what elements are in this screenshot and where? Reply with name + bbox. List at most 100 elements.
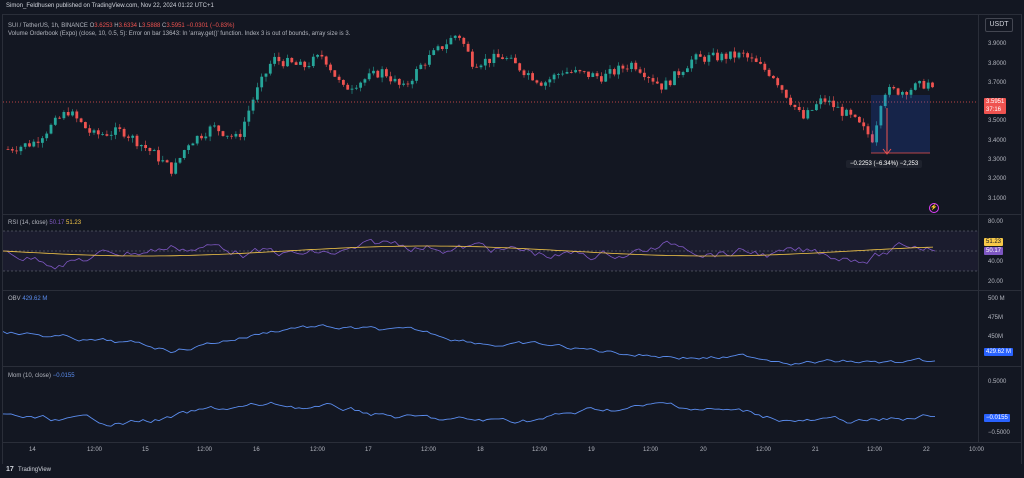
candle-body bbox=[449, 37, 453, 45]
last-price-tag: 3.5951 37:16 bbox=[984, 98, 1007, 114]
candle-body bbox=[840, 106, 844, 116]
last-price-value: 3.5951 bbox=[986, 99, 1005, 105]
candle-body bbox=[471, 51, 474, 67]
candle-body bbox=[836, 106, 840, 108]
obv-line bbox=[3, 324, 936, 366]
obv-legend[interactable]: OBV 429.62 M bbox=[8, 295, 47, 303]
candle-body bbox=[574, 70, 577, 73]
candle-body bbox=[797, 107, 801, 111]
candle-body bbox=[299, 61, 302, 65]
time-tick: 12:00 bbox=[421, 447, 437, 453]
candle-body bbox=[436, 46, 440, 51]
candle-body bbox=[84, 122, 87, 129]
candle-body bbox=[354, 87, 358, 89]
candle-body bbox=[815, 104, 818, 111]
candle-body bbox=[41, 138, 44, 143]
time-tick: 10:00 bbox=[969, 447, 985, 453]
candle-body bbox=[260, 76, 264, 88]
candle-body bbox=[741, 52, 745, 54]
candle-body bbox=[522, 70, 526, 76]
time-tick: 21 bbox=[812, 447, 819, 453]
candle-body bbox=[109, 134, 113, 136]
chart-canvas[interactable] bbox=[3, 15, 978, 442]
candle-body bbox=[415, 69, 418, 81]
mom-tick: 0.5000 bbox=[988, 379, 1007, 385]
tradingview-logo-icon: 17 bbox=[6, 466, 14, 473]
rsi-tick: 80.00 bbox=[988, 219, 1004, 225]
rsi-tick: 20.00 bbox=[988, 279, 1004, 285]
candle-body bbox=[6, 149, 10, 150]
candle-body bbox=[290, 57, 294, 63]
candle-body bbox=[36, 141, 40, 143]
candle-body bbox=[118, 127, 122, 129]
footer: 17 TradingView bbox=[3, 463, 1021, 477]
price-tick: 3.2000 bbox=[988, 176, 1007, 182]
obv-tick: 450M bbox=[988, 334, 1004, 340]
mom-value: −0.0155 bbox=[52, 373, 75, 379]
rsi-line bbox=[3, 238, 936, 270]
candle-body bbox=[462, 37, 466, 44]
candle-body bbox=[440, 46, 444, 50]
candle-body bbox=[673, 71, 676, 86]
obv-tick: 500 M bbox=[988, 296, 1005, 302]
candle-body bbox=[913, 83, 917, 90]
candle-body bbox=[139, 145, 143, 147]
candle-body bbox=[621, 65, 625, 69]
candle-body bbox=[892, 86, 896, 89]
candle-body bbox=[587, 71, 590, 77]
candle-body bbox=[793, 104, 797, 108]
currency-button[interactable]: USDT bbox=[985, 18, 1013, 32]
candle-body bbox=[561, 73, 565, 75]
candle-body bbox=[19, 146, 23, 152]
candle-body bbox=[182, 150, 186, 158]
candle-body bbox=[75, 111, 79, 119]
time-axis[interactable]: 14 12:00 15 12:00 16 12:00 17 12:00 18 12:00 19 12:… bbox=[3, 446, 984, 456]
candle-body bbox=[496, 53, 500, 58]
pane-divider-rsi[interactable] bbox=[3, 214, 1021, 215]
mom-title: Mom (10, close) bbox=[8, 373, 52, 379]
candle-body bbox=[397, 78, 401, 85]
obv-tag: 429.62 M bbox=[984, 348, 1014, 356]
candle-body bbox=[849, 109, 853, 115]
candle-body bbox=[286, 57, 289, 67]
price-tick: 3.4000 bbox=[988, 138, 1007, 144]
candle-body bbox=[492, 53, 496, 64]
chart-frame bbox=[2, 14, 1022, 464]
lightning-icon[interactable]: ⚡ bbox=[929, 203, 939, 213]
candle-body bbox=[922, 80, 926, 89]
candle-body bbox=[311, 56, 315, 67]
time-tick: 12:00 bbox=[197, 447, 213, 453]
footer-brand: TradingView bbox=[18, 467, 52, 473]
candle-body bbox=[148, 148, 152, 152]
price-tick: 3.5000 bbox=[988, 118, 1007, 124]
time-tick: 19 bbox=[588, 447, 595, 453]
candle-body bbox=[505, 58, 509, 60]
candle-body bbox=[862, 122, 866, 127]
candle-body bbox=[655, 81, 659, 84]
candle-body bbox=[406, 83, 410, 85]
candle-body bbox=[694, 54, 698, 60]
candle-body bbox=[92, 130, 96, 133]
pane-divider-obv[interactable] bbox=[3, 290, 1021, 291]
symbol-legend[interactable]: SUI / TetherUS, 1h, BINANCE O3.6253 H3.6… bbox=[8, 22, 234, 30]
candle-body bbox=[531, 73, 534, 81]
candle-body bbox=[827, 100, 831, 102]
candles-layer bbox=[6, 34, 934, 177]
candle-body bbox=[488, 58, 491, 64]
candle-body bbox=[410, 80, 414, 85]
candle-body bbox=[759, 61, 762, 64]
high-value: 3.6334 bbox=[118, 23, 137, 29]
candle-body bbox=[346, 84, 350, 90]
publish-info: Simon_Feldhusen published on TradingView… bbox=[6, 3, 214, 9]
candle-body bbox=[23, 143, 27, 147]
rsi-legend[interactable]: RSI (14, close) 50.17 51.23 bbox=[8, 219, 81, 227]
candle-body bbox=[535, 80, 539, 83]
candle-body bbox=[918, 80, 921, 84]
time-tick: 12:00 bbox=[756, 447, 772, 453]
pane-divider-mom[interactable] bbox=[3, 366, 1021, 367]
candle-body bbox=[372, 70, 375, 74]
candle-body bbox=[548, 79, 552, 83]
candle-body bbox=[453, 35, 457, 38]
mom-legend[interactable]: Mom (10, close) −0.0155 bbox=[8, 372, 75, 380]
candle-body bbox=[466, 43, 470, 52]
